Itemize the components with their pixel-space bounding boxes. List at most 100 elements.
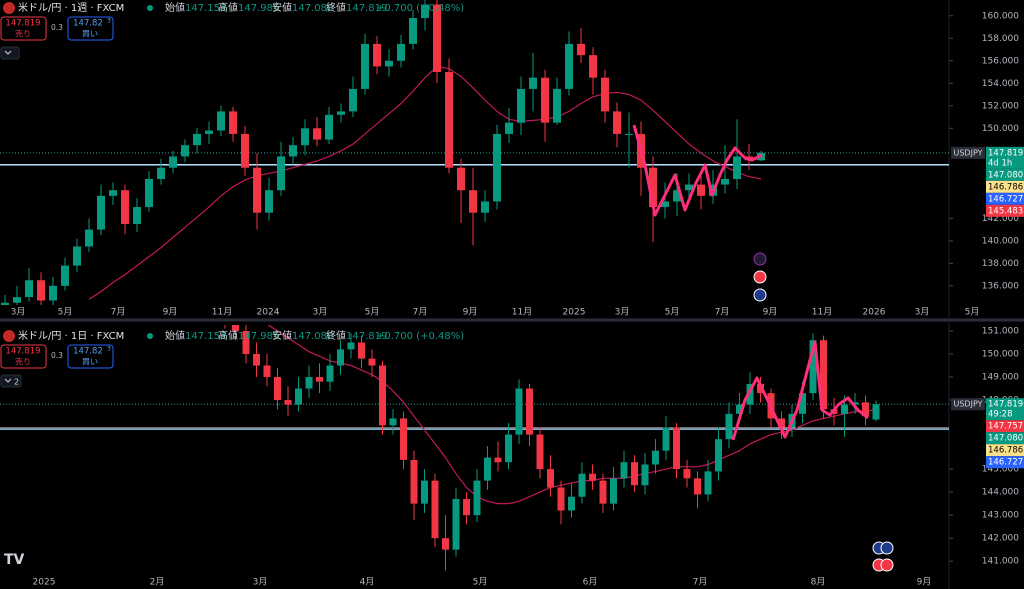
sell-button[interactable] (0, 344, 47, 369)
candle-body (505, 434, 512, 463)
candle-body (685, 184, 693, 191)
price-tag-label: 145.483 (988, 206, 1023, 216)
price-tag-label: 146.727 (988, 194, 1023, 204)
moving-average (88, 65, 762, 300)
ohlc-label: 安値 (272, 329, 292, 342)
x-tick-label: 7月 (715, 307, 730, 318)
candle-body (673, 427, 680, 470)
symbol-tag (951, 398, 985, 411)
candle-body (557, 487, 565, 511)
candle-body (109, 190, 117, 196)
change: +0.700 (+0.48%) (376, 3, 464, 14)
x-tick-label: 3月 (11, 307, 26, 318)
candle-body (379, 365, 386, 426)
candle-body (694, 478, 701, 495)
candle-body (421, 480, 428, 504)
drawing (731, 340, 869, 441)
price-tag-label: 146.786 (988, 446, 1023, 456)
candle-body (1, 302, 9, 305)
x-tick-label: 11月 (512, 307, 532, 318)
buy-price-small: 3 (107, 346, 111, 353)
candle-body (715, 439, 722, 472)
y-tick-label: 152.000 (982, 101, 1019, 111)
candle-body (409, 18, 417, 44)
x-tick-label: 2024 (257, 308, 280, 318)
price-tag-label: 146.786 (988, 182, 1023, 192)
candle-body (601, 77, 609, 112)
candle-body (397, 43, 405, 61)
buy-button[interactable] (67, 344, 114, 369)
event-icon[interactable] (753, 288, 767, 302)
x-tick-label: 11月 (812, 307, 832, 318)
y-tick-label: 151.000 (982, 326, 1019, 336)
chevron (4, 50, 12, 55)
event-icon[interactable] (753, 270, 767, 284)
y-tick-label: 138.000 (982, 259, 1019, 269)
price-tag-label: 147.819 (988, 148, 1023, 158)
candle-body (662, 427, 670, 451)
countdown: 4d 1h (988, 158, 1012, 168)
candle-body (316, 377, 323, 382)
candle-body (229, 111, 237, 134)
candle-body (683, 469, 691, 479)
ohlc-label: 安値 (272, 1, 292, 14)
candle-body (589, 55, 597, 78)
candle-body (49, 285, 57, 301)
price-tag (986, 192, 1024, 205)
x-tick-label: 11月 (212, 307, 232, 318)
sell-label: 売り (15, 357, 31, 367)
buy-button[interactable] (67, 16, 114, 41)
candle-body (473, 480, 481, 516)
candle-body (697, 184, 705, 196)
symbol-icon (3, 2, 15, 14)
candle-body (241, 133, 249, 168)
y-tick-label: 141.000 (982, 557, 1019, 567)
collapse-button[interactable] (0, 374, 22, 388)
price-tag (986, 432, 1024, 445)
x-tick-label: 2025 (563, 308, 586, 318)
candle-body (578, 473, 586, 497)
sell-label: 売り (15, 29, 31, 39)
x-tick-label: 5月 (965, 307, 980, 318)
sell-price: 147.819 (5, 19, 40, 29)
symbol-title: 米ドル/円 · 1週 · FXCM (18, 1, 124, 14)
drawing (632, 124, 763, 217)
x-tick-label: 5月 (665, 307, 680, 318)
event-icon[interactable] (880, 558, 894, 572)
event-icon[interactable] (753, 252, 767, 266)
y-tick-label: 150.000 (982, 350, 1019, 360)
candle-body (469, 190, 477, 213)
candle-body (361, 43, 369, 89)
candle-body (541, 77, 549, 123)
collapse-button[interactable] (0, 46, 20, 60)
candle-body (295, 388, 302, 405)
price-tag (986, 398, 1024, 421)
y-tick-label: 145.000 (982, 465, 1019, 475)
price-tag (986, 180, 1024, 193)
candle-body (553, 88, 561, 123)
candle-body (620, 462, 628, 479)
ohlc-value: 147.154 (185, 3, 226, 14)
y-tick-label: 142.000 (982, 214, 1019, 224)
x-tick-label: 3月 (313, 307, 328, 318)
x-tick-label: 5月 (58, 307, 73, 318)
candle-body (410, 459, 418, 504)
ohlc-value: 147.819 (346, 3, 387, 14)
candle-body (778, 418, 785, 428)
candle-body (253, 354, 260, 366)
candle-body (337, 349, 344, 366)
candle-body (13, 297, 21, 303)
candle-body (421, 4, 429, 19)
candle-body (733, 156, 741, 179)
event-icon[interactable] (880, 541, 894, 555)
candle-body (610, 478, 617, 504)
daily-pane (0, 325, 949, 571)
price-tag-label: 147.819 (988, 400, 1023, 410)
sell-button[interactable] (0, 16, 47, 41)
y-tick-label: 156.000 (982, 56, 1019, 66)
candle-body (368, 358, 376, 366)
candle-body (289, 145, 297, 157)
candle-body (274, 377, 281, 401)
